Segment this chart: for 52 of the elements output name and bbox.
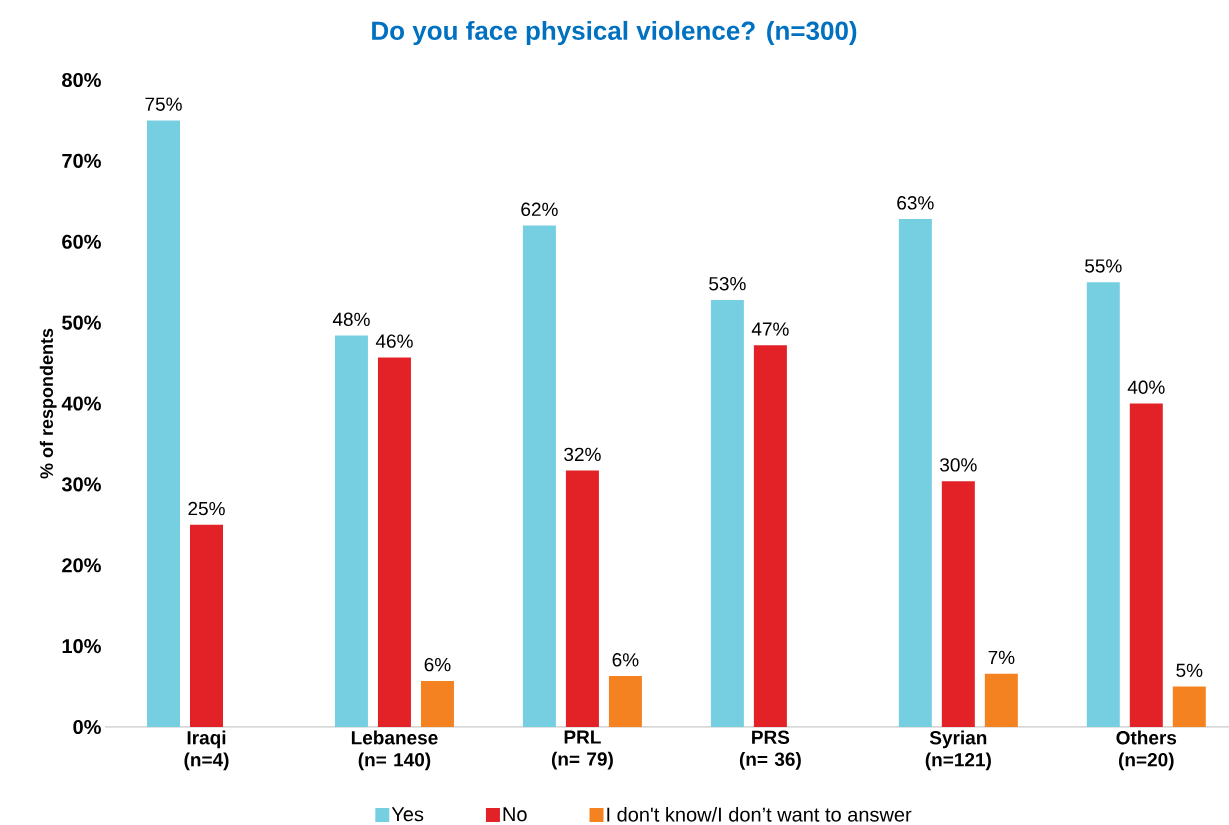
y-tick-label: 50% [62,315,101,330]
data-label: 25% [188,501,225,516]
bar [1129,403,1163,727]
data-label: 30% [940,458,977,472]
legend-label: Yes [391,807,424,822]
x-tick-label: Iraqi (n=4) [184,730,229,771]
bar [147,120,180,727]
y-tick-label: 60% [62,234,101,249]
legend-label: No [503,807,527,822]
y-tick-label: 80% [62,72,101,88]
legend-label: I don't know/I don’t want to answer [607,807,912,822]
data-label: 7% [988,650,1015,665]
y-tick-label: 30% [61,477,101,492]
bar [1172,686,1206,727]
y-axis-title: % of respondents [39,328,57,479]
x-tick-label: Syrian (n=121) [925,730,991,771]
y-tick-label: 10% [62,639,101,654]
x-tick-label: PRS (n= 36) [739,730,801,770]
data-label: 63% [897,196,934,210]
bar [941,481,975,727]
data-label: 47% [751,322,789,336]
x-tick-label: Others (n=20) [1116,730,1177,771]
data-label: 6% [612,653,639,667]
bar [565,470,599,727]
y-tick-label: 70% [62,153,101,168]
bar [420,680,454,727]
y-tick-label: 0% [73,719,101,735]
bar [608,676,642,727]
bar [334,335,368,727]
x-tick-label: PRL (n= 79) [551,730,613,770]
data-label: 48% [332,312,370,327]
data-label: 75% [145,97,182,111]
data-label: 5% [1176,663,1203,678]
data-label: 40% [1127,380,1165,394]
bar [898,219,932,727]
bar [753,345,787,727]
bar [190,524,223,727]
bar [984,673,1018,727]
data-label: 6% [424,657,451,672]
data-label: 55% [1085,259,1122,273]
bar [710,299,744,727]
data-label: 46% [375,334,413,348]
data-label: 62% [521,202,558,217]
data-label: 32% [564,447,601,462]
chart-title: Do you face physical violence? (n=300) [372,20,857,46]
bar [522,225,556,727]
bar [377,357,411,727]
x-tick-label: Lebanese (n= 140) [351,730,438,771]
bar [1086,282,1120,727]
y-tick-label: 20% [62,558,101,573]
y-tick-label: 40% [61,396,101,411]
data-label: 53% [709,276,746,291]
